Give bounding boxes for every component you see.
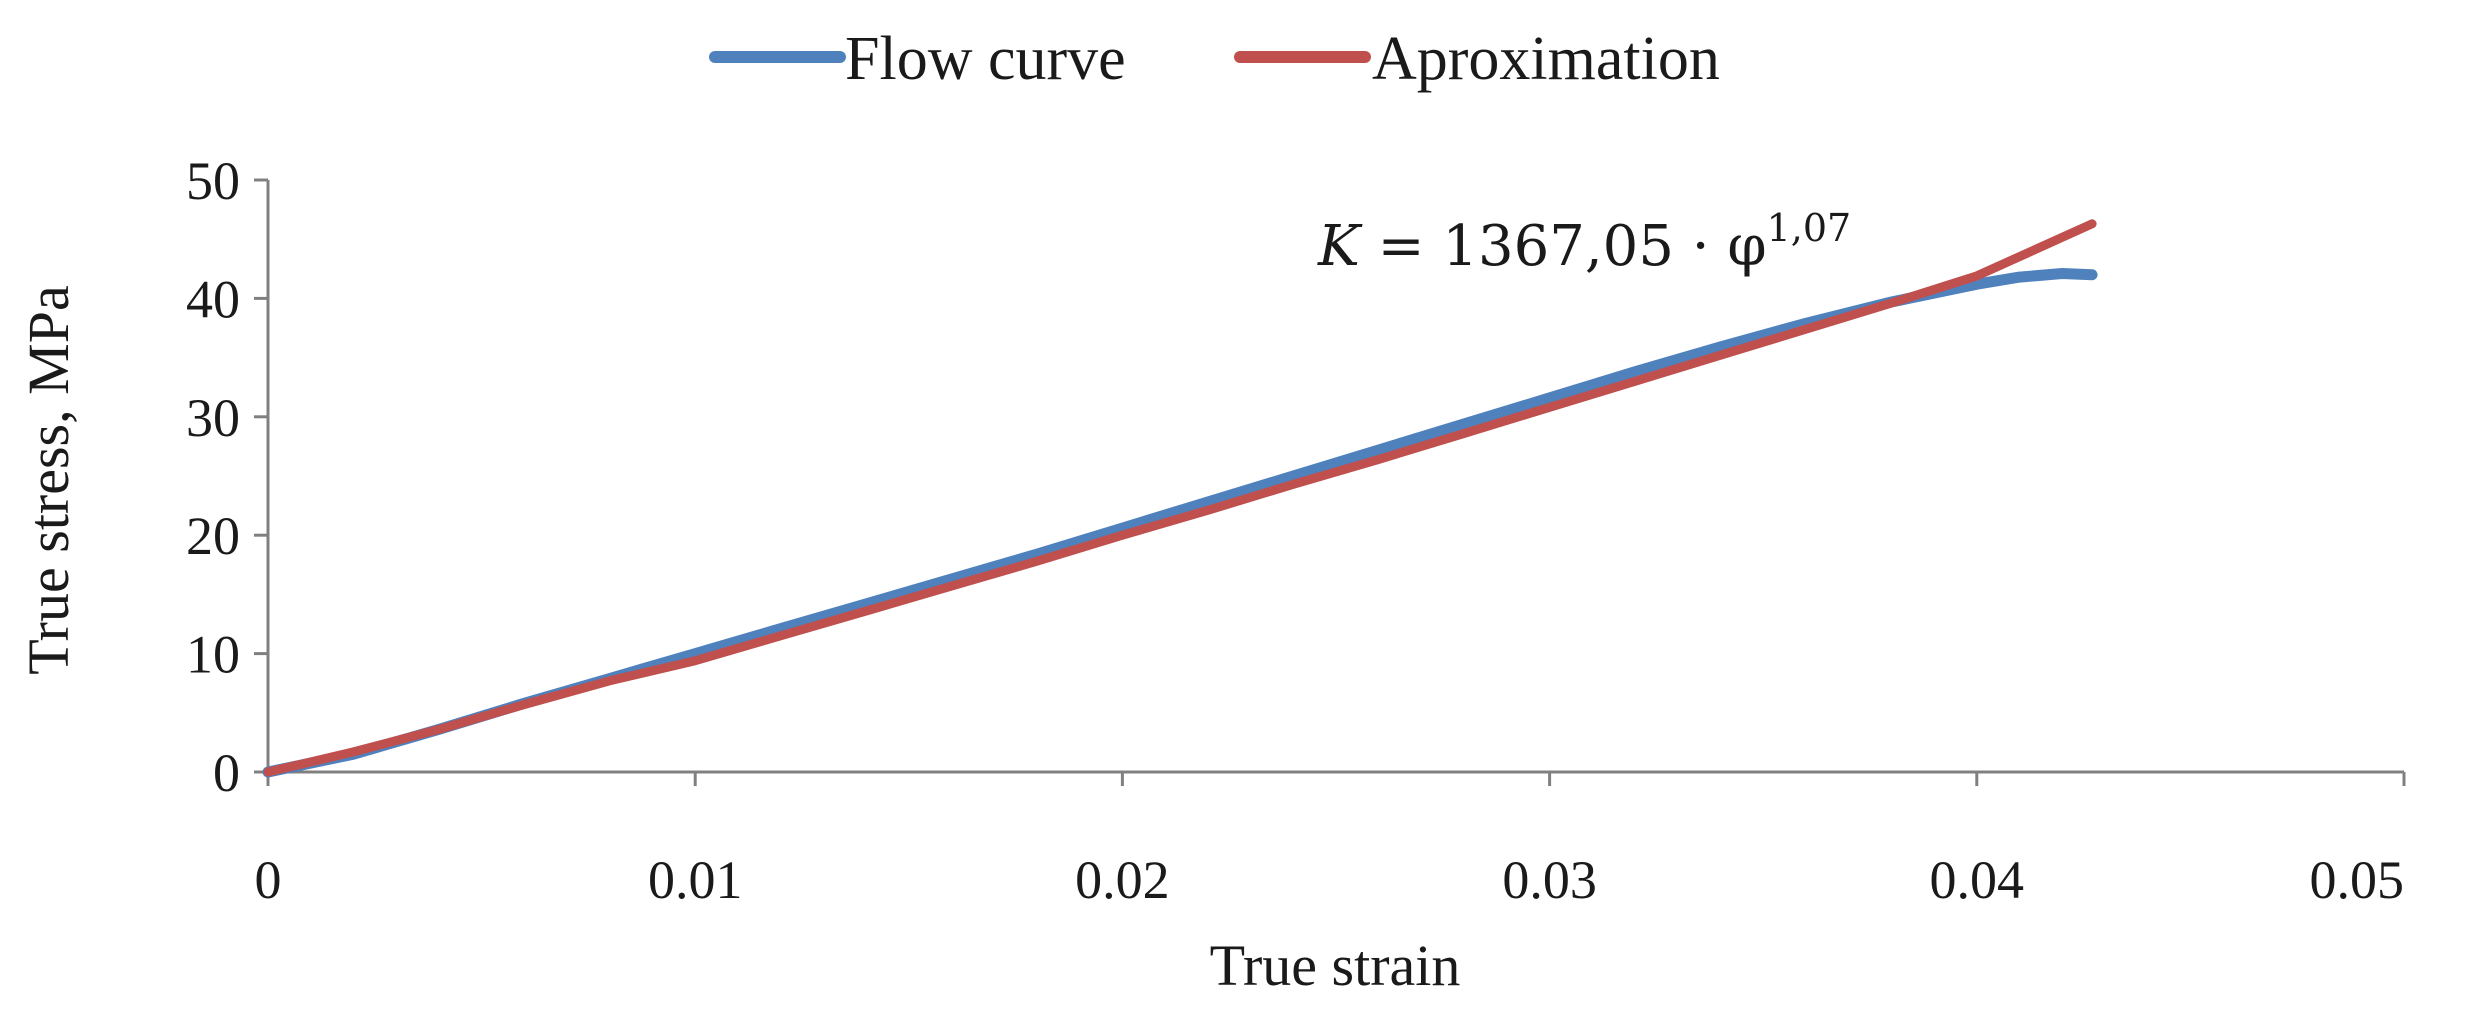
equation-lhs: K [1317, 214, 1363, 279]
y-tick-label: 50 [186, 151, 240, 211]
x-tick-label: 0.01 [648, 850, 743, 910]
y-tick-label: 0 [213, 743, 240, 803]
axes: 0 10 20 30 40 50 0 0.01 0.02 0.03 0.04 0.05 [186, 151, 2406, 910]
y-tick-label: 20 [186, 506, 240, 566]
equation-exponent: 1,07 [1767, 206, 1852, 250]
x-tick-label: 0.02 [1075, 850, 1170, 910]
series-line-aproximation [263, 219, 2097, 777]
x-axis-title: True strain [1210, 933, 1461, 998]
legend-label-flow-curve: Flow curve [845, 25, 1126, 93]
y-tick-label: 10 [186, 625, 240, 685]
equation-rhs: = 1367,05 · φ [1360, 214, 1767, 279]
x-tick-label: 0.03 [1502, 850, 1597, 910]
y-ticks: 0 10 20 30 40 50 [186, 151, 268, 803]
legend: Flow curve Aproximation [709, 25, 1720, 93]
series-layer [262, 219, 2098, 778]
x-tick-label: 0.04 [1930, 850, 2025, 910]
y-tick-label: 30 [186, 388, 240, 448]
legend-label-aproximation: Aproximation [1372, 25, 1720, 93]
x-tick-label: 0.05 [2310, 850, 2405, 910]
x-ticks: 0 0.01 0.02 0.03 0.04 0.05 [255, 772, 2406, 910]
y-tick-label: 40 [186, 269, 240, 329]
x-tick-label: 0 [255, 850, 282, 910]
equation-annotation: K = 1367,05 · φ1,07 [1317, 206, 1851, 279]
y-axis-title: True stress, MPa [16, 285, 81, 674]
